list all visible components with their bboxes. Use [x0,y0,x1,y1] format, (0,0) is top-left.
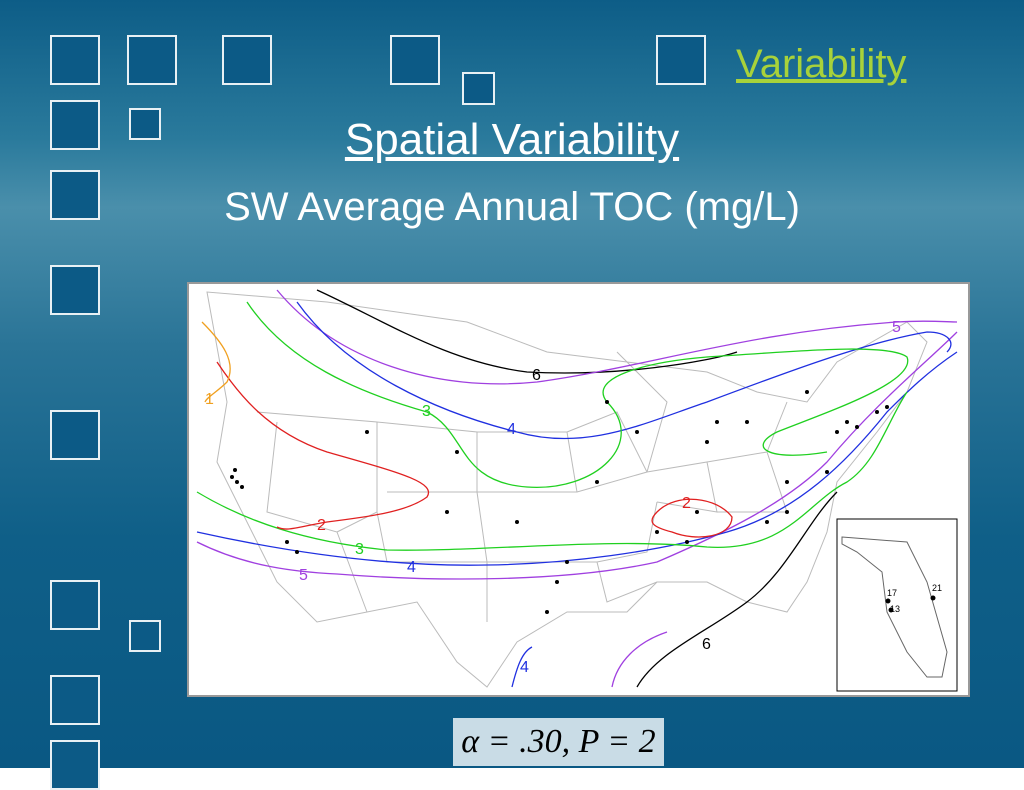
slide-title: Spatial Variability [344,115,680,164]
contour-labels: 6 5 4 3 2 1 2 3 4 5 4 6 [205,319,901,676]
inset-label: 21 [932,583,942,593]
decor-square [390,35,440,85]
contour-label: 4 [507,421,516,438]
decor-square [50,410,100,460]
decor-square [656,35,706,85]
site [885,598,891,604]
site [888,607,894,613]
decor-square [222,35,272,85]
site [930,595,936,601]
decor-square [50,265,100,315]
florida-inset: 17 13 21 [836,518,958,692]
contour-label: 2 [317,517,326,534]
decor-square [50,100,100,150]
sample-sites [230,390,889,614]
decor-square [50,675,100,725]
decor-square [129,620,161,652]
toc-map: 6 5 4 3 2 1 2 3 4 5 4 6 17 13 21 [187,282,970,697]
contours [196,289,958,688]
decor-square [462,72,495,105]
contour-label: 6 [702,636,711,653]
contour-label: 4 [407,559,416,576]
nav-link[interactable]: Variability [736,42,907,86]
decor-square [127,35,177,85]
contour-label: 3 [422,403,431,420]
contour-label: 5 [299,567,308,584]
slide-subtitle: SW Average Annual TOC (mg/L) [224,185,800,229]
formula: α = .30, P = 2 [453,718,664,766]
inset-frame [836,518,958,692]
decor-square [50,580,100,630]
contour-label: 2 [682,495,691,512]
contour-label: 6 [532,367,541,384]
inset-outline [841,536,948,678]
decor-square [50,740,100,790]
decor-square [50,35,100,85]
contour-label: 3 [355,541,364,558]
contour-label: 4 [520,659,529,676]
decor-square [50,170,100,220]
inset-label: 17 [887,588,897,598]
inset-label: 13 [890,604,900,614]
decor-square [129,108,161,140]
state-borders [206,291,928,688]
contour-label: 1 [205,391,214,408]
contour-label: 5 [892,319,901,336]
